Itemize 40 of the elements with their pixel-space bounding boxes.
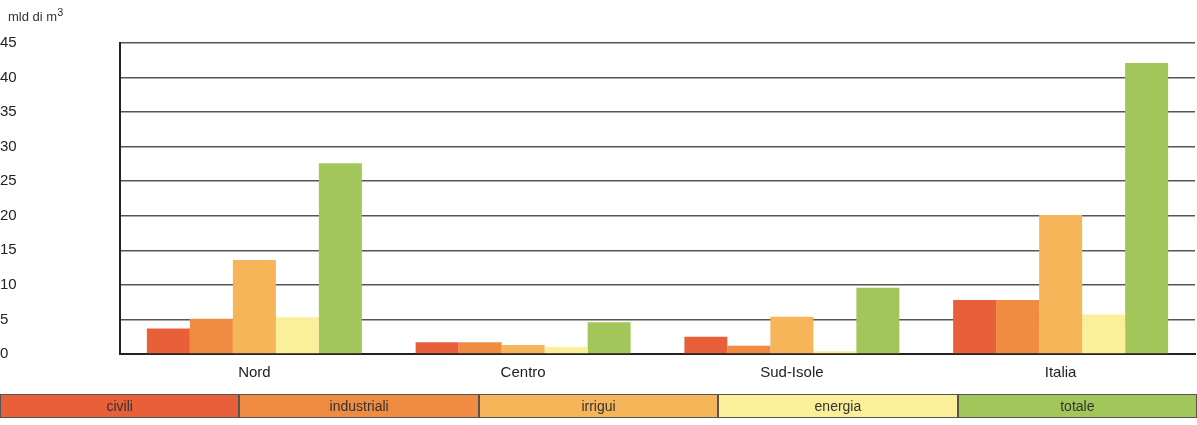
bar bbox=[232, 260, 276, 354]
y-axis-title: mld di m$^{3}$ bbox=[7, 5, 65, 26]
text: civili bbox=[0, 394, 240, 418]
y-tick-label: 15 bbox=[0, 240, 17, 258]
text: energia bbox=[718, 394, 958, 418]
bar bbox=[587, 322, 631, 354]
bar bbox=[415, 342, 459, 354]
bar bbox=[996, 300, 1040, 354]
bar bbox=[318, 163, 362, 354]
bar bbox=[1082, 314, 1126, 354]
bar bbox=[544, 347, 588, 354]
x-tick-label: Nord bbox=[238, 363, 271, 381]
bar bbox=[1039, 215, 1083, 354]
bar bbox=[684, 336, 728, 354]
bar bbox=[813, 351, 857, 354]
y-tick-label: 0 bbox=[0, 344, 9, 362]
y-tick-label: 5 bbox=[0, 309, 9, 327]
y-tick-label: 20 bbox=[0, 205, 17, 223]
bar bbox=[953, 300, 997, 354]
bar bbox=[146, 328, 190, 354]
y-tick-label: 25 bbox=[0, 171, 17, 189]
y-tick-label: 40 bbox=[0, 67, 17, 85]
text: totale bbox=[957, 394, 1197, 418]
y-tick-label: 10 bbox=[0, 275, 17, 293]
bar bbox=[189, 318, 233, 354]
text: irrigui bbox=[478, 394, 719, 418]
x-tick-label: Centro bbox=[500, 363, 546, 381]
text: industriali bbox=[239, 394, 479, 418]
bar bbox=[275, 317, 319, 354]
x-tick-label: Italia bbox=[1044, 363, 1078, 381]
y-tick-label: 35 bbox=[0, 102, 17, 120]
bar bbox=[727, 345, 771, 354]
y-tick-label: 45 bbox=[0, 33, 17, 51]
bar bbox=[501, 345, 545, 354]
x-tick-label: Sud-Isole bbox=[760, 363, 824, 381]
bar bbox=[770, 316, 814, 354]
y-tick-label: 30 bbox=[0, 136, 17, 154]
bar bbox=[856, 287, 900, 354]
bar bbox=[1125, 63, 1169, 354]
bar bbox=[458, 342, 502, 354]
